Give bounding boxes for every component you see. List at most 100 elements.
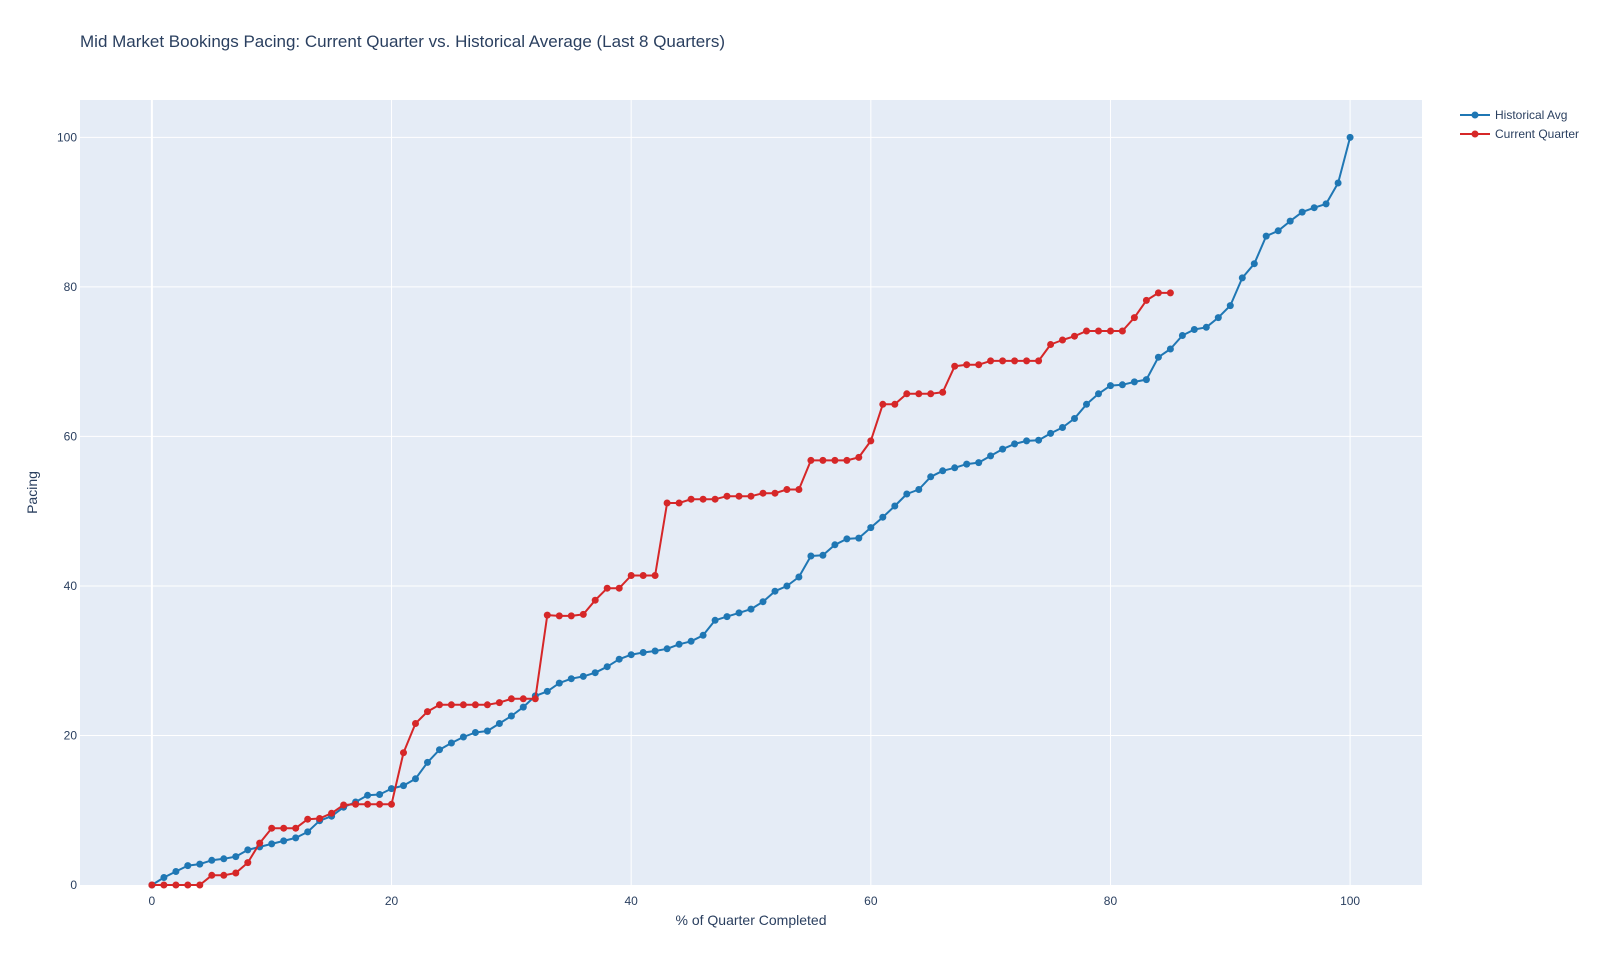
data-point: [975, 361, 983, 369]
data-point: [807, 552, 815, 560]
data-point: [951, 464, 959, 472]
grid-lines: [80, 100, 1422, 885]
data-point: [292, 824, 300, 832]
data-point: [1095, 327, 1102, 335]
y-tick-label: 20: [64, 728, 78, 742]
data-point: [855, 534, 863, 542]
data-point: [1023, 357, 1031, 365]
data-point: [1322, 200, 1330, 208]
data-point: [1310, 204, 1318, 212]
data-point: [280, 824, 288, 832]
data-point: [1190, 326, 1198, 333]
series-1: [148, 289, 1174, 889]
data-point: [603, 584, 611, 592]
data-point: [1130, 378, 1138, 386]
data-point: [1178, 332, 1186, 339]
legend-item-0[interactable]: Historical Avg: [1460, 108, 1567, 122]
data-point: [495, 699, 503, 707]
data-point: [915, 390, 923, 398]
y-tick-label: 60: [64, 429, 78, 443]
data-point: [615, 584, 623, 592]
data-point: [735, 609, 743, 617]
data-point: [999, 357, 1007, 365]
data-point: [1226, 302, 1234, 310]
data-point: [244, 846, 252, 854]
y-tick-label: 40: [64, 579, 78, 593]
x-tick-label: 100: [1340, 894, 1360, 908]
data-point: [1047, 429, 1055, 437]
data-point: [196, 860, 204, 868]
data-point: [1274, 227, 1282, 235]
data-point: [471, 701, 479, 709]
data-point: [651, 572, 659, 579]
y-tick-label: 0: [70, 878, 77, 892]
legend-item-1[interactable]: Current Quarter: [1460, 127, 1579, 141]
data-point: [555, 679, 563, 687]
data-point: [927, 390, 935, 398]
legend-marker: [1471, 130, 1479, 138]
data-point: [280, 837, 288, 845]
data-point: [424, 708, 431, 716]
data-point: [220, 855, 228, 863]
data-point: [220, 871, 228, 879]
data-point: [232, 853, 240, 861]
data-point: [1107, 382, 1114, 390]
data-point: [867, 524, 875, 532]
legend[interactable]: Historical Avg Current Quarter: [1460, 108, 1579, 141]
data-point: [1154, 289, 1162, 297]
data-point: [699, 631, 707, 639]
data-point: [831, 541, 839, 549]
data-point: [675, 640, 683, 648]
data-point: [1011, 440, 1019, 448]
data-point: [352, 800, 360, 808]
data-point: [987, 452, 995, 460]
data-point: [364, 800, 372, 808]
data-point: [412, 775, 419, 783]
data-point: [759, 489, 767, 497]
data-point: [543, 611, 551, 619]
tick-labels: 0 20 40 60 80 100 0 20 40 60 80 100: [57, 130, 1360, 908]
data-point: [639, 572, 647, 579]
data-point: [963, 460, 971, 468]
data-point: [1202, 323, 1210, 331]
data-point: [483, 727, 491, 735]
data-point: [400, 782, 407, 790]
data-point: [639, 649, 647, 656]
data-point: [1142, 296, 1150, 304]
data-point: [627, 651, 635, 659]
data-point: [795, 573, 803, 581]
data-point: [567, 675, 575, 683]
data-point: [292, 834, 300, 842]
data-point: [543, 687, 551, 695]
plot-background: [80, 100, 1422, 885]
data-point: [663, 645, 671, 653]
data-point: [675, 499, 683, 507]
data-point: [507, 712, 515, 720]
data-point: [795, 486, 803, 493]
data-point: [1130, 314, 1138, 322]
data-point: [843, 535, 851, 543]
data-point: [1154, 353, 1162, 361]
data-point: [388, 785, 395, 793]
data-point: [1166, 289, 1174, 297]
data-point: [268, 824, 276, 832]
data-point: [939, 467, 947, 475]
data-point: [256, 839, 264, 847]
data-point: [879, 513, 887, 521]
x-tick-label: 80: [1104, 894, 1118, 908]
data-point: [1118, 381, 1126, 389]
data-point: [771, 587, 779, 595]
data-point: [759, 598, 767, 606]
data-point: [459, 733, 467, 741]
data-point: [819, 551, 827, 559]
data-point: [651, 647, 659, 655]
data-point: [376, 800, 384, 808]
data-point: [555, 612, 563, 620]
data-point: [1059, 336, 1066, 344]
data-point: [1286, 217, 1294, 225]
x-tick-label: 60: [864, 894, 878, 908]
data-point: [495, 720, 503, 727]
data-point: [975, 459, 983, 467]
series-lines: [148, 133, 1354, 889]
